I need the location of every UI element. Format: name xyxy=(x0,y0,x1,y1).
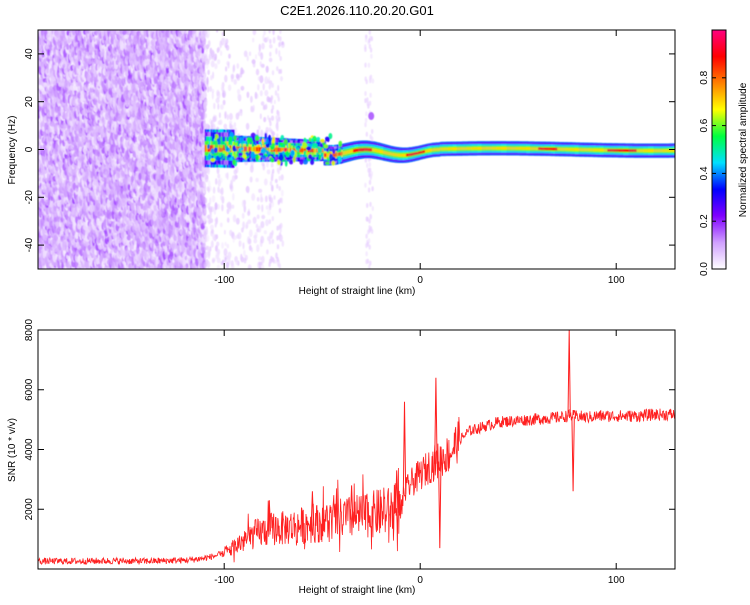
figure-title: C2E1.2026.110.20.20.G01 xyxy=(280,3,434,18)
spectrogram-cells xyxy=(36,25,676,273)
noise-cell xyxy=(44,234,48,241)
noise-cell xyxy=(85,118,88,126)
noise-cell xyxy=(63,111,66,117)
spectrogram-layer xyxy=(36,25,676,273)
